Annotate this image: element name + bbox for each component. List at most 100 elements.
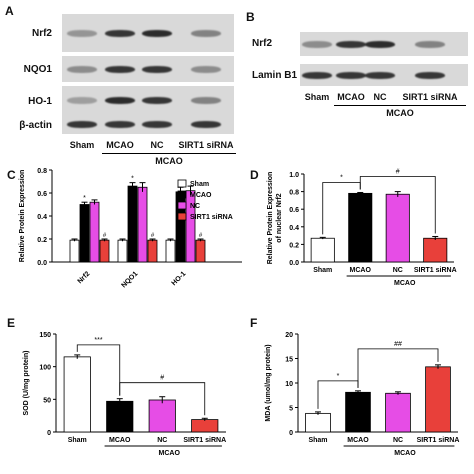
- blot-band-ho1-1: [105, 96, 135, 104]
- y-tick-label-f-2: 10: [285, 381, 293, 388]
- y-tick-label-d-0: 0.0: [289, 260, 299, 267]
- y-axis-label-d-0: Relative Protein Expression: [267, 172, 274, 265]
- y-tick-label-f-4: 20: [285, 332, 293, 339]
- mark-c-sirt1-0: #: [103, 233, 107, 239]
- blot-label-nrf2: Nrf2: [31, 28, 52, 39]
- lane-label-b-nc: NC: [373, 92, 387, 102]
- y-axis-label-d-1: of nuclear Nrf2: [276, 193, 283, 243]
- panel-letter-c: C: [7, 168, 16, 182]
- blot-band-ho1-0: [67, 96, 97, 104]
- bar-c-1-1: [127, 185, 138, 263]
- x-tick-label-f-2: NC: [393, 437, 403, 444]
- significance-f-0: *: [337, 373, 340, 380]
- mark-c-sirt1-2: #: [199, 233, 203, 239]
- bracket-e-0: [76, 344, 121, 396]
- panel-letter-d: D: [250, 168, 259, 182]
- blot-label-ho1: HO-1: [28, 96, 52, 107]
- lane-label-b-mcao: MCAO: [337, 92, 365, 102]
- bar-f-3: [425, 366, 451, 433]
- blot-band-b-lamin-b1-1: [336, 71, 366, 79]
- x-tick-label-c-0: Nrf2: [77, 270, 92, 285]
- legend-swatch-c-1: [177, 190, 187, 199]
- group-label-b: MCAO: [386, 108, 414, 118]
- legend-label-c-2: NC: [190, 203, 200, 210]
- x-tick-label-d-0: Sham: [313, 267, 332, 274]
- bar-c-1-0: [117, 239, 128, 263]
- blot-band-nrf2-0: [67, 29, 97, 37]
- blot-band-beta-actin-1: [105, 120, 135, 128]
- blot-band-beta-actin-3: [191, 120, 221, 128]
- y-tick-label-e-1: 50: [43, 397, 51, 404]
- y-tick-label-f-0: 0: [289, 430, 293, 437]
- mark-c-sirt1-1: #: [151, 233, 155, 239]
- significance-f-1: ##: [394, 341, 402, 348]
- y-tick-label-c-4: 0.8: [37, 168, 47, 175]
- legend-label-c-3: SIRT1 siRNA: [190, 214, 233, 221]
- y-tick-label-c-0: 0.0: [37, 260, 47, 267]
- blot-label-nuclear-nrf2: Nrf2: [252, 38, 273, 49]
- blot-band-nrf2-1: [105, 29, 135, 37]
- bar-c-0-1: [79, 204, 90, 263]
- blot-band-nqo1-0: [67, 65, 97, 73]
- lane-label-b-sham: Sham: [304, 92, 330, 102]
- y-tick-label-e-0: 0: [47, 430, 51, 437]
- group-line-a: [102, 153, 236, 154]
- blot-band-beta-actin-0: [67, 120, 97, 128]
- significance-e-1: #: [160, 375, 164, 382]
- bar-c-2-2: [185, 190, 196, 263]
- blot-band-ho1-3: [191, 96, 221, 104]
- group-label-d: MCAO: [394, 280, 416, 287]
- bar-e-0: [63, 356, 91, 433]
- x-tick-label-e-1: MCAO: [109, 437, 131, 444]
- blot-band-b-lamin-b1-2: [365, 71, 395, 79]
- y-axis-label-c-0: Relative Protein Expression: [19, 170, 26, 263]
- lane-label-b-sirt1: SIRT1 siRNA: [402, 92, 458, 102]
- bar-e-2: [148, 399, 176, 433]
- x-tick-label-d-1: MCAO: [350, 267, 372, 274]
- y-axis-label-f-0: MDA (umol/mg protein): [265, 344, 272, 421]
- bracket-d-1: [359, 176, 436, 234]
- blot-band-nrf2-3: [191, 29, 221, 37]
- y-tick-label-e-3: 150: [39, 332, 51, 339]
- legend-label-c-1: MCAO: [190, 192, 212, 199]
- x-tick-label-f-0: Sham: [308, 437, 327, 444]
- blot-label-nqo1: NQO1: [23, 64, 52, 75]
- bar-f-0: [305, 412, 331, 433]
- blot-band-nrf2-2: [142, 29, 172, 37]
- legend-swatch-c-2: [177, 201, 187, 210]
- lane-label-mcao: MCAO: [106, 140, 134, 150]
- bar-d-3: [423, 237, 448, 263]
- legend-swatch-c-3: [177, 212, 187, 221]
- blot-band-b-lamin-b1-3: [415, 71, 445, 79]
- group-label-e: MCAO: [159, 450, 181, 457]
- y-tick-label-d-2: 0.4: [289, 225, 299, 232]
- bar-c-0-3: [99, 239, 110, 263]
- bar-d-0: [310, 237, 335, 263]
- panel-letter-f: F: [250, 316, 258, 330]
- mark-c-mcao-0: *: [83, 195, 86, 202]
- blot-label-lamin-b1: Lamin B1: [252, 70, 298, 81]
- blot-band-beta-actin-2: [142, 120, 172, 128]
- x-tick-label-f-1: MCAO: [347, 437, 369, 444]
- panel-letter-a: A: [5, 4, 14, 18]
- bar-e-3: [191, 419, 219, 433]
- bar-f-1: [345, 391, 371, 433]
- lane-label-sirt1: SIRT1 siRNA: [178, 140, 234, 150]
- significance-e-0: ***: [94, 337, 102, 344]
- y-tick-label-e-2: 100: [39, 365, 51, 372]
- y-tick-label-d-4: 0.8: [289, 190, 299, 197]
- y-axis-label-e-0: SOD (U/mg protein): [23, 351, 30, 416]
- blot-band-b-nuclear-nrf2-1: [336, 40, 366, 48]
- group-label-a: MCAO: [155, 156, 183, 166]
- x-tick-label-e-0: Sham: [68, 437, 87, 444]
- blot-band-b-nuclear-nrf2-3: [415, 40, 445, 48]
- x-tick-label-d-3: SIRT1 siRNA: [414, 267, 457, 274]
- y-tick-label-c-2: 0.4: [37, 214, 47, 221]
- bar-c-1-3: [147, 239, 158, 263]
- bar-c-0-0: [69, 239, 80, 263]
- significance-d-1: #: [396, 168, 400, 175]
- lane-label-nc: NC: [150, 140, 164, 150]
- bar-c-2-0: [165, 239, 176, 263]
- group-label-f: MCAO: [394, 450, 416, 457]
